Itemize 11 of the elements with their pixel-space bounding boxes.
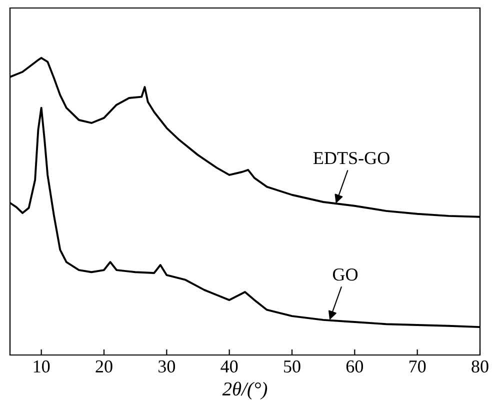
x-tick-label: 30 (158, 360, 176, 373)
x-tick-label: 40 (220, 360, 238, 373)
x-tick-label: 70 (409, 360, 426, 373)
x-tick-label: 50 (284, 360, 300, 373)
x-tick-label: 10 (34, 360, 50, 373)
annotation: GO (332, 268, 358, 281)
x-axis-title: 2θ/(°) (222, 382, 268, 400)
x-tick-label: 20 (96, 360, 112, 373)
x-tick-label: 80 (472, 360, 488, 373)
x-tick-label: 60 (346, 360, 364, 373)
annotation: EDTS-GO (313, 152, 390, 164)
